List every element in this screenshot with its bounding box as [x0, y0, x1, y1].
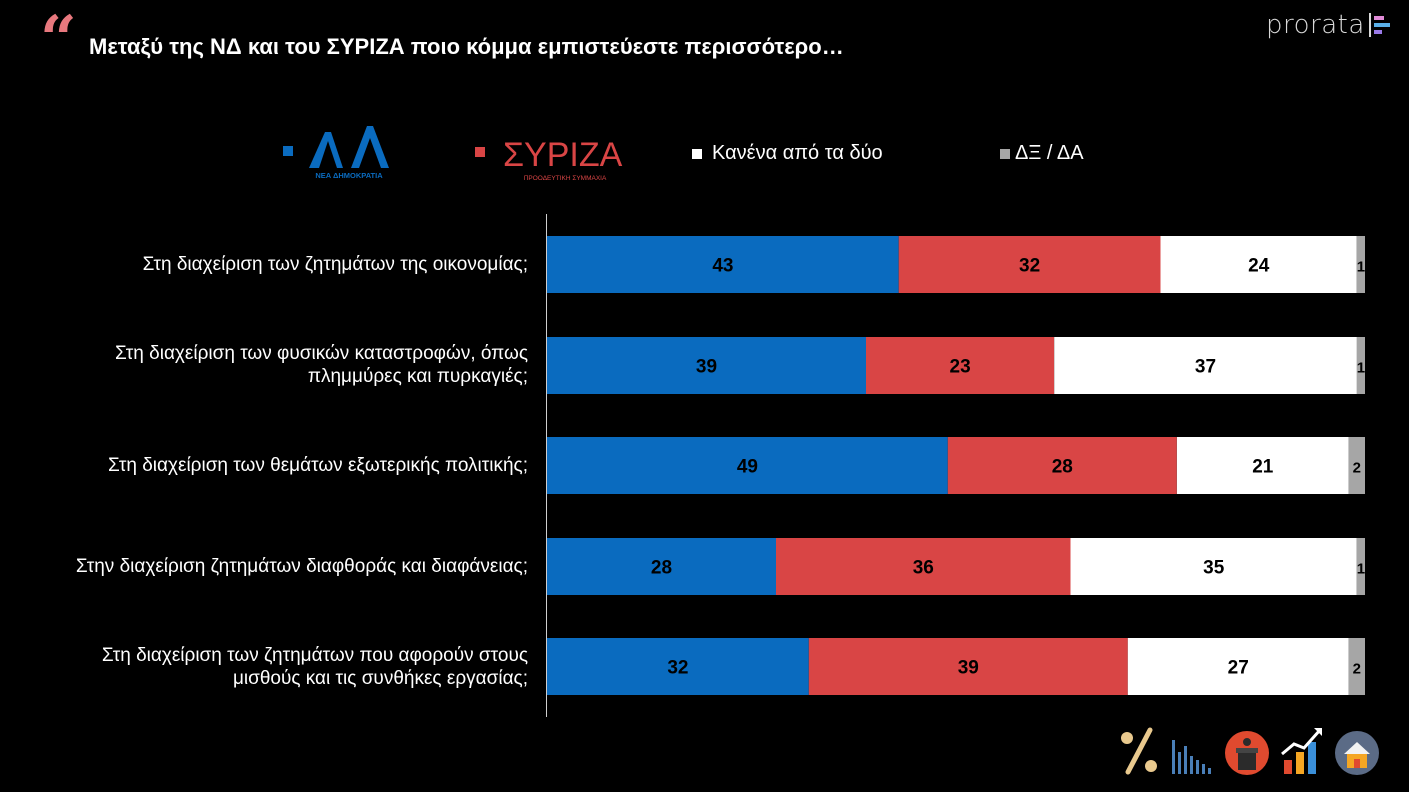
bar-segment-5-4 [1348, 638, 1365, 695]
percent-icon [1121, 727, 1157, 775]
syriza-logo-main: ΣΥΡΙΖΑ [503, 136, 623, 174]
bar-value-label-5-4: 2 [1353, 661, 1361, 678]
bar-segment-2-2 [866, 337, 1055, 394]
bar-value-label-2-4: 1 [1357, 360, 1365, 377]
legend-syriza: ΣΥΡΙΖΑ ΠΡΟΟΔΕΥΤΙΚΗ ΣΥΜΜΑΧΙΑ [475, 122, 625, 182]
bar-segment-1-2 [898, 236, 1161, 293]
category-label-line: Στη διαχείριση των φυσικών καταστροφών, … [114, 343, 528, 364]
bar-value-label-1-3: 24 [1248, 256, 1270, 277]
bar-value-label-1-1: 43 [712, 256, 733, 277]
category-label-line: Στη διαχείριση των ζητημάτων της οικονομ… [142, 254, 528, 275]
brand-logo: prorata [1266, 10, 1390, 40]
category-label-line: Στην διαχείριση ζητημάτων διαφθοράς και … [75, 556, 528, 577]
legend-swatch-none [692, 148, 702, 159]
bar-value-label-3-1: 49 [737, 457, 758, 478]
growth-chart-icon [1281, 728, 1322, 774]
bar-segment-4-1 [547, 538, 776, 595]
bar-value-label-4-3: 35 [1203, 558, 1225, 579]
bar-segment-5-2 [808, 638, 1128, 695]
legend-label-none: Κανένα από τα δύο [712, 142, 883, 164]
bar-value-label-5-2: 39 [958, 658, 979, 679]
legend-swatch-syriza [475, 147, 485, 157]
category-label-line: πλημμύρες και πυρκαγιές; [307, 366, 528, 387]
chart-title: Μεταξύ της ΝΔ και του ΣΥΡΙΖΑ ποιο κόμμα … [89, 34, 844, 59]
bar-segment-1-3 [1160, 236, 1357, 293]
category-label-line: μισθούς και τις συνθήκες εργασίας; [232, 668, 528, 689]
bar-value-label-4-2: 36 [913, 558, 934, 579]
house-icon [1335, 731, 1379, 775]
bar-segment-1-4 [1356, 236, 1365, 293]
brand-name: prorata [1266, 10, 1365, 40]
legend-label-dk: ΔΞ / ΔΑ [1015, 142, 1084, 164]
bar-segment-3-4 [1348, 437, 1365, 494]
bar-value-label-2-2: 23 [950, 357, 971, 378]
bar-value-label-5-3: 27 [1228, 658, 1249, 679]
bar-value-label-3-3: 21 [1252, 457, 1274, 478]
category-label-3: Στη διαχείριση των θεμάτων εξωτερικής πο… [8, 454, 528, 477]
legend-nd: ΝΕΑ ΔΗΜΟΚΡΑΤΙΑ [283, 122, 393, 180]
bar-value-label-3-4: 2 [1353, 460, 1361, 477]
bar-segment-4-4 [1356, 538, 1365, 595]
legend-swatch-dk [1000, 148, 1010, 159]
bar-value-label-1-2: 32 [1019, 256, 1040, 277]
bar-value-label-4-4: 1 [1357, 561, 1365, 578]
brand-mark-icon [1368, 13, 1390, 37]
bar-equalizer-icon [1172, 740, 1211, 774]
category-label-line: Στη διαχείριση των ζητημάτων που αφορούν… [101, 645, 528, 666]
bar-segment-5-3 [1127, 638, 1349, 695]
bar-segment-2-3 [1054, 337, 1357, 394]
category-label-4: Στην διαχείριση ζητημάτων διαφθοράς και … [8, 555, 528, 578]
bar-segment-2-1 [547, 337, 866, 394]
bar-value-label-5-1: 32 [667, 658, 688, 679]
bar-value-label-1-4: 1 [1357, 259, 1365, 276]
bar-segment-5-1 [547, 638, 809, 695]
legend-none: Κανένα από τα δύο [692, 142, 883, 165]
syriza-logo-sub: ΠΡΟΟΔΕΥΤΙΚΗ ΣΥΜΜΑΧΙΑ [524, 175, 607, 182]
category-label-5: Στη διαχείριση των ζητημάτων που αφορούν… [8, 644, 528, 690]
podium-icon [1225, 731, 1269, 775]
quote-mark: “ [40, 2, 77, 77]
category-label-1: Στη διαχείριση των ζητημάτων της οικονομ… [8, 253, 528, 276]
footer-icons [1118, 726, 1380, 776]
nd-logo-sub: ΝΕΑ ΔΗΜΟΚΡΑΤΙΑ [315, 171, 383, 180]
bar-segment-1-1 [547, 236, 899, 293]
category-label-line: Στη διαχείριση των θεμάτων εξωτερικής πο… [108, 455, 528, 476]
syriza-logo-icon: ΣΥΡΙΖΑ ΠΡΟΟΔΕΥΤΙΚΗ ΣΥΜΜΑΧΙΑ [503, 136, 623, 182]
bar-segment-3-3 [1176, 437, 1349, 494]
bar-value-label-2-3: 37 [1195, 357, 1216, 378]
category-label-2: Στη διαχείριση των φυσικών καταστροφών, … [8, 342, 528, 388]
legend-dk: ΔΞ / ΔΑ [1000, 142, 1084, 165]
bar-value-label-3-2: 28 [1052, 457, 1073, 478]
legend-swatch-nd [283, 146, 293, 156]
bar-value-label-4-1: 28 [651, 558, 672, 579]
bar-segment-2-4 [1356, 337, 1365, 394]
bar-segment-4-2 [776, 538, 1071, 595]
bar-segment-3-1 [547, 437, 948, 494]
bar-segment-4-3 [1070, 538, 1357, 595]
category-axis-line [546, 214, 547, 717]
nd-logo-icon: ΝΕΑ ΔΗΜΟΚΡΑΤΙΑ [309, 126, 389, 180]
bar-value-label-2-1: 39 [696, 357, 717, 378]
bar-segment-3-2 [947, 437, 1177, 494]
